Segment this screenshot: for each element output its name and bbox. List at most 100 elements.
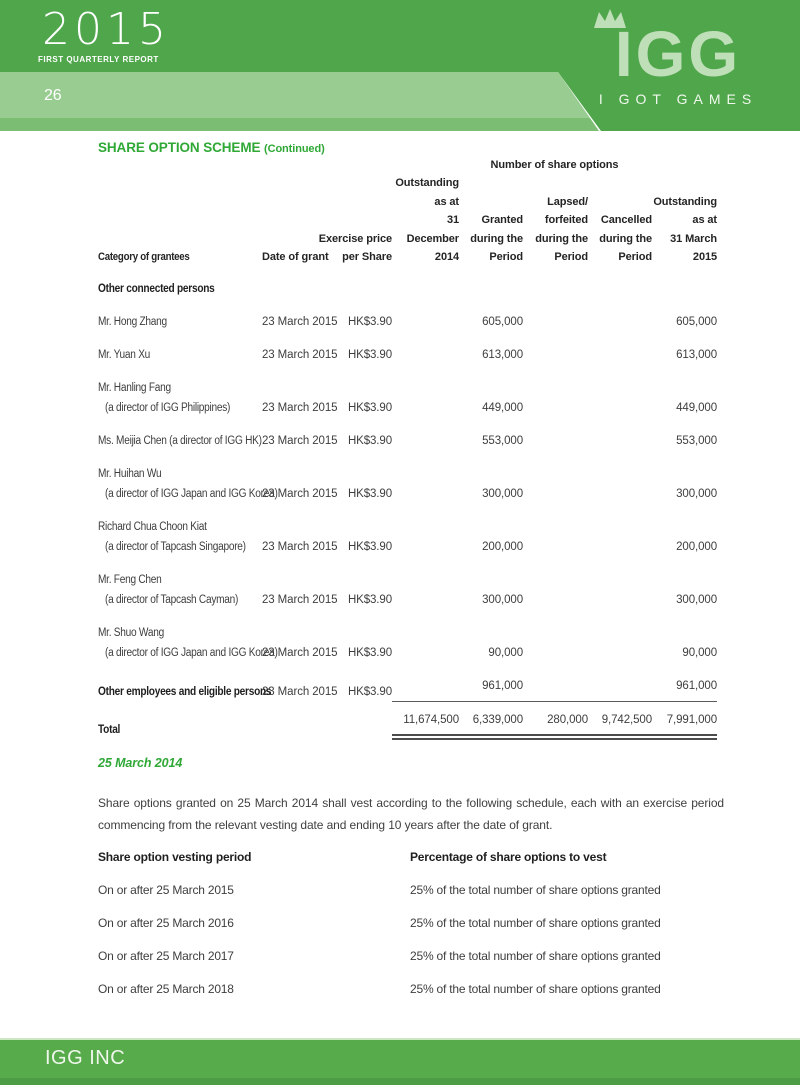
cell-cat: Richard Chua Choon Kiat	[98, 520, 207, 533]
cell-price: HK$3.90	[347, 593, 392, 606]
header-mid-band	[0, 118, 599, 131]
column-header-exercise-price: Exercise price per Share	[318, 232, 392, 264]
cell-cat: Ms. Meijia Chen (a director of IGG HK)	[98, 434, 262, 447]
cell-granted: 605,000	[482, 315, 523, 328]
cell-date: 23 March 2015	[262, 401, 338, 414]
cell-date: 23 March 2015	[262, 315, 338, 328]
vesting-percentage: 25% of the total number of share options…	[410, 916, 661, 930]
column-header-category: Category of grantees	[98, 251, 190, 263]
section-title: SHARE OPTION SCHEME (Continued)	[98, 140, 325, 155]
cell-date: 23 March 2015	[262, 348, 338, 361]
cell-cat: Other employees and eligible persons	[98, 685, 272, 698]
cell-date: 23 March 2015	[262, 646, 338, 659]
footer-band: IGG INC	[0, 1040, 800, 1078]
cell-lapsed	[523, 696, 588, 702]
column-header-date: Date of grant	[262, 251, 329, 263]
cell-cat: (a director of IGG Philippines)	[105, 401, 231, 414]
cell-cat: Mr. Huihan Wu	[98, 467, 162, 480]
footer-bottom-strip	[0, 1078, 800, 1085]
cell-out_mar: 553,000	[676, 434, 717, 447]
cell-cat: Mr. Feng Chen	[98, 573, 162, 586]
cell-granted: 449,000	[482, 401, 523, 414]
cell-price: HK$3.90	[347, 401, 392, 414]
share-options-table: Number of share options Category of gran…	[98, 158, 717, 753]
vesting-col1-header: Share option vesting period	[98, 850, 252, 864]
report-label: FIRST QUARTERLY REPORT	[38, 55, 159, 64]
cell-out_mar: 613,000	[676, 348, 717, 361]
cell-out_dec: 11,674,500	[392, 710, 459, 740]
header-light-band	[0, 72, 590, 118]
table-group-header: Number of share options	[490, 159, 619, 171]
cell-price: HK$3.90	[347, 348, 392, 361]
cell-out_mar: 90,000	[682, 646, 717, 659]
cell-price: HK$3.90	[347, 487, 392, 500]
cell-cat: Mr. Hanling Fang	[98, 381, 171, 394]
vesting-body: On or after 25 March 2015 25% of the tota…	[98, 880, 724, 999]
table-row: Total 11,674,500 6,339,000 280,000 9,742,500…	[98, 710, 717, 740]
cell-granted: 613,000	[482, 348, 523, 361]
column-header-outstanding-mar: Outstanding as at 31 March 2015	[653, 195, 717, 264]
vesting-percentage: 25% of the total number of share options…	[410, 949, 661, 963]
cell-cat: (a director of IGG Japan and IGG Korea)	[105, 646, 278, 659]
table-row: Mr. Shuo Wang (a director of IGG Japan an…	[98, 623, 717, 663]
table-row: Mr. Feng Chen (a director of Tapcash Caym…	[98, 570, 717, 610]
cell-granted: 6,339,000	[459, 710, 523, 740]
table-row: Other connected persons	[98, 279, 717, 299]
cell-cat: Mr. Yuan Xu	[98, 348, 151, 361]
vesting-row: On or after 25 March 2017 25% of the tota…	[98, 946, 724, 966]
cell-cat: (a director of Tapcash Singapore)	[105, 540, 246, 553]
cell-price: HK$3.90	[347, 685, 392, 698]
page-number: 26	[44, 87, 62, 104]
igg-logo: IGG I GOT GAMES	[584, 6, 772, 107]
cell-granted: 553,000	[482, 434, 523, 447]
cell-granted: 961,000	[459, 676, 523, 702]
table-row: Ms. Meijia Chen (a director of IGG HK) 23…	[98, 431, 717, 451]
cell-out_mar: 961,000	[652, 676, 717, 702]
cell-out_mar: 200,000	[676, 540, 717, 553]
header-banner: 2015 FIRST QUARTERLY REPORT 26 IGG I GOT…	[0, 0, 800, 133]
vesting-date-heading: 25 March 2014	[98, 756, 183, 770]
column-header-cancelled: Cancelled during the Period	[599, 214, 652, 263]
cell-cat: Total	[98, 723, 121, 736]
cell-granted: 200,000	[482, 540, 523, 553]
cell-out_dec	[392, 696, 459, 702]
cell-out_mar: 300,000	[676, 487, 717, 500]
vesting-table: Share option vesting period Percentage o…	[98, 847, 724, 1012]
cell-cat: Other connected persons	[98, 282, 215, 295]
cell-out_mar: 300,000	[676, 593, 717, 606]
vesting-row: On or after 25 March 2018 25% of the tota…	[98, 979, 724, 999]
table-row: Mr. Yuan Xu 23 March 2015 HK$3.90 613,000 61…	[98, 345, 717, 365]
cell-granted: 90,000	[488, 646, 523, 659]
vesting-paragraph: Share options granted on 25 March 2014 s…	[98, 796, 724, 832]
igg-logo-tagline: I GOT GAMES	[598, 91, 758, 107]
cell-date: 23 March 2015	[262, 540, 338, 553]
vesting-period: On or after 25 March 2018	[98, 982, 234, 996]
cell-cat: (a director of Tapcash Cayman)	[105, 593, 239, 606]
cell-price: HK$3.90	[347, 315, 392, 328]
section-title-main: SHARE OPTION SCHEME	[98, 140, 261, 155]
vesting-period: On or after 25 March 2017	[98, 949, 234, 963]
cell-out_mar: 605,000	[676, 315, 717, 328]
column-header-outstanding-dec: Outstanding as at 31 December 2014	[395, 177, 459, 263]
vesting-period: On or after 25 March 2015	[98, 883, 234, 897]
cell-date: 23 March 2015	[262, 685, 338, 698]
cell-price: HK$3.90	[347, 434, 392, 447]
cell-granted: 300,000	[482, 593, 523, 606]
table-row: Mr. Huihan Wu (a director of IGG Japan an…	[98, 464, 717, 504]
column-header-granted: Granted during the Period	[470, 214, 523, 263]
cell-granted: 300,000	[482, 487, 523, 500]
table-header-row: Category of grantees Date of grant Exerc…	[98, 174, 717, 267]
vesting-percentage: 25% of the total number of share options…	[410, 883, 661, 897]
igg-logo-text: IGG	[614, 18, 742, 90]
vesting-period: On or after 25 March 2016	[98, 916, 234, 930]
vesting-col2-header: Percentage of share options to vest	[410, 850, 607, 864]
cell-out_mar: 449,000	[676, 401, 717, 414]
cell-cancelled	[588, 696, 652, 702]
section-title-continued: (Continued)	[264, 143, 325, 155]
crown-icon	[594, 9, 626, 28]
table-row: Mr. Hong Zhang 23 March 2015 HK$3.90 605,00…	[98, 312, 717, 332]
table-body: Other connected persons Mr. Hong Zhang 23 …	[98, 279, 717, 740]
table-row: Richard Chua Choon Kiat (a director of Ta…	[98, 517, 717, 557]
vesting-row: On or after 25 March 2016 25% of the tota…	[98, 913, 724, 933]
vesting-percentage: 25% of the total number of share options…	[410, 982, 661, 996]
